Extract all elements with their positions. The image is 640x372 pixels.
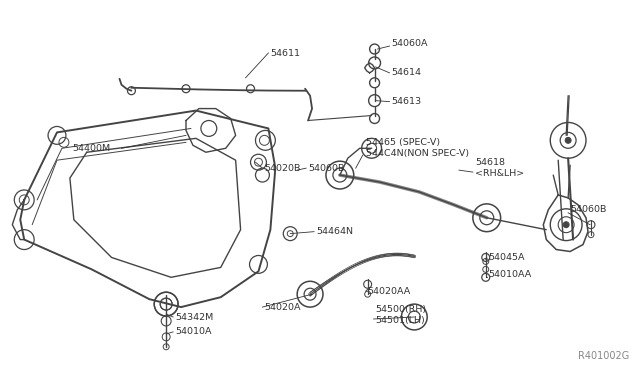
Text: 54500(RH)
54501(LH): 54500(RH) 54501(LH) [376,305,427,325]
Text: 54400M: 54400M [72,144,110,153]
Text: 54060B: 54060B [570,205,607,214]
Text: 54464N: 54464N [316,227,353,236]
Text: 54010A: 54010A [175,327,212,336]
Text: 54613: 54613 [392,97,422,106]
Text: 54342M: 54342M [175,312,213,321]
Text: 54060B: 54060B [308,164,344,173]
Text: 54020A: 54020A [264,302,301,312]
Text: 54611: 54611 [270,48,300,58]
Text: 54465 (SPEC-V)
544C4N(NON SPEC-V): 54465 (SPEC-V) 544C4N(NON SPEC-V) [365,138,468,158]
Text: 54618
<RH&LH>: 54618 <RH&LH> [475,158,524,178]
Text: 54614: 54614 [392,68,422,77]
Circle shape [565,137,571,143]
Text: 54020B: 54020B [264,164,301,173]
Circle shape [563,222,569,228]
Text: R401002G: R401002G [579,351,630,361]
Text: 54010AA: 54010AA [489,270,532,279]
Text: 54020AA: 54020AA [367,287,411,296]
Text: 54060A: 54060A [392,39,428,48]
Text: 54045A: 54045A [489,253,525,262]
